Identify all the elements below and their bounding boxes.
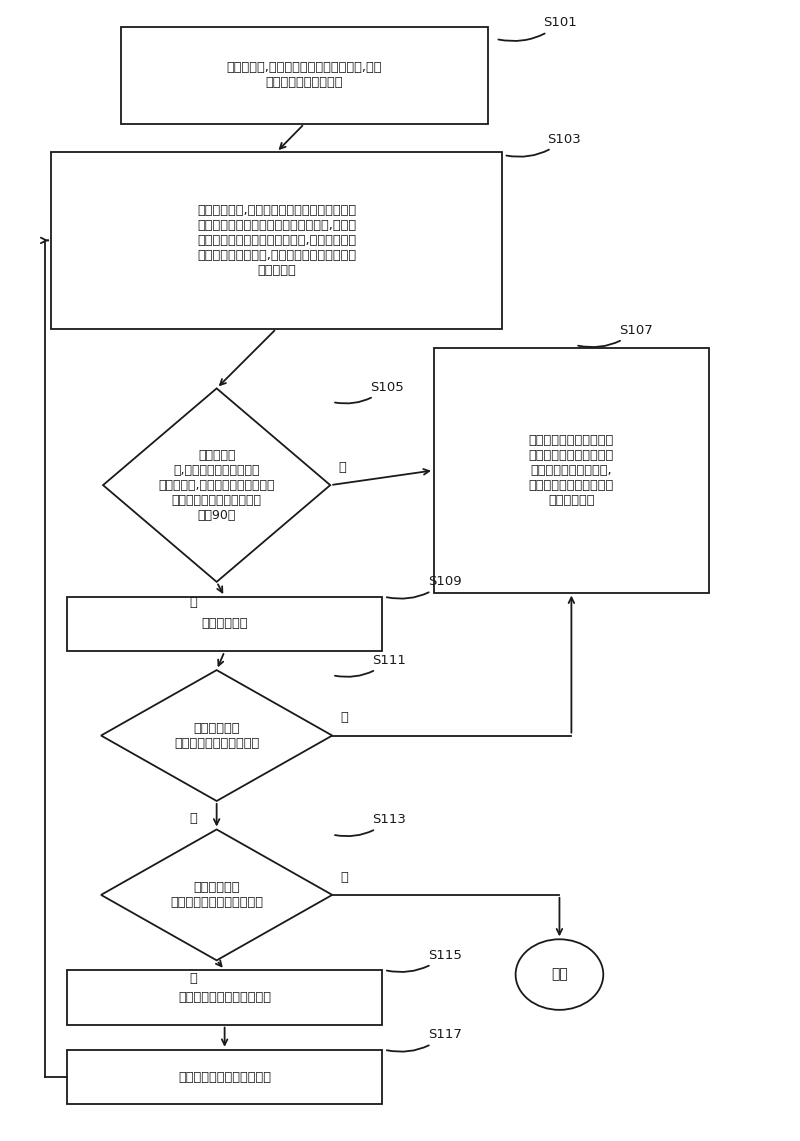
Text: 判断布局图的
所有布局线迹是否检查完毕: 判断布局图的 所有布局线迹是否检查完毕 (170, 881, 263, 909)
Text: 是: 是 (189, 812, 197, 825)
Text: 产生提示讯息: 产生提示讯息 (202, 617, 248, 631)
Bar (67, 1050, 382, 1104)
Text: 选择上述线段中的第二线
段与第三线段分别作为第
一比较线与第二比较线,
其中第二线段与第三线段
具有共同端点: 选择上述线段中的第二线 段与第三线段分别作为第 一比较线与第二比较线, 其中第二… (529, 434, 614, 507)
Bar (121, 27, 488, 123)
Text: S107: S107 (578, 324, 653, 347)
Text: 判断检查线迹
的所有线段是否检查完毕: 判断检查线迹 的所有线段是否检查完毕 (174, 721, 259, 750)
Text: 否: 否 (338, 461, 346, 474)
Text: S113: S113 (335, 814, 406, 836)
Text: 将新布局线迹作为检查线迹: 将新布局线迹作为检查线迹 (178, 1070, 271, 1084)
Text: 否: 否 (189, 972, 197, 985)
Text: 于布局图中,选取布局线迹作为检查线迹,其中
布局线迹具有多条线段: 于布局图中,选取布局线迹作为检查线迹,其中 布局线迹具有多条线段 (226, 62, 382, 89)
Text: S103: S103 (506, 132, 582, 156)
Polygon shape (101, 670, 332, 801)
Bar (67, 597, 382, 652)
Text: 于布局图中选取新布局线迹: 于布局图中选取新布局线迹 (178, 990, 271, 1004)
Text: 是: 是 (340, 871, 348, 883)
Text: 否: 否 (340, 711, 348, 725)
Text: 依据第一端
点,第四端点以及共同端点
的坐标位置,判断第一比较线与第二
比较线之间的夹角是否小于
等于90度: 依据第一端 点,第四端点以及共同端点 的坐标位置,判断第一比较线与第二 比较线之… (158, 448, 275, 521)
Text: 结束: 结束 (551, 968, 568, 981)
Bar (434, 348, 709, 592)
Text: S109: S109 (386, 575, 462, 599)
Text: S117: S117 (386, 1028, 462, 1052)
Bar (67, 970, 382, 1025)
Bar (51, 152, 502, 329)
Text: S115: S115 (386, 948, 462, 972)
Ellipse shape (515, 939, 603, 1010)
Text: 沿着检查线迹,选择上述线段的第一线段与第二
线段分别作为第一比较线与第二比较线,其中第
一线段具有第一端点与第二端点,第二线段具有
第三端点与第四端点,且第二端: 沿着检查线迹,选择上述线段的第一线段与第二 线段分别作为第一比较线与第二比较线,… (197, 204, 356, 277)
Polygon shape (103, 388, 330, 582)
Text: S101: S101 (498, 16, 578, 41)
Text: S111: S111 (335, 654, 406, 677)
Text: S105: S105 (335, 381, 403, 404)
Text: 是: 是 (189, 596, 197, 608)
Polygon shape (101, 830, 332, 961)
